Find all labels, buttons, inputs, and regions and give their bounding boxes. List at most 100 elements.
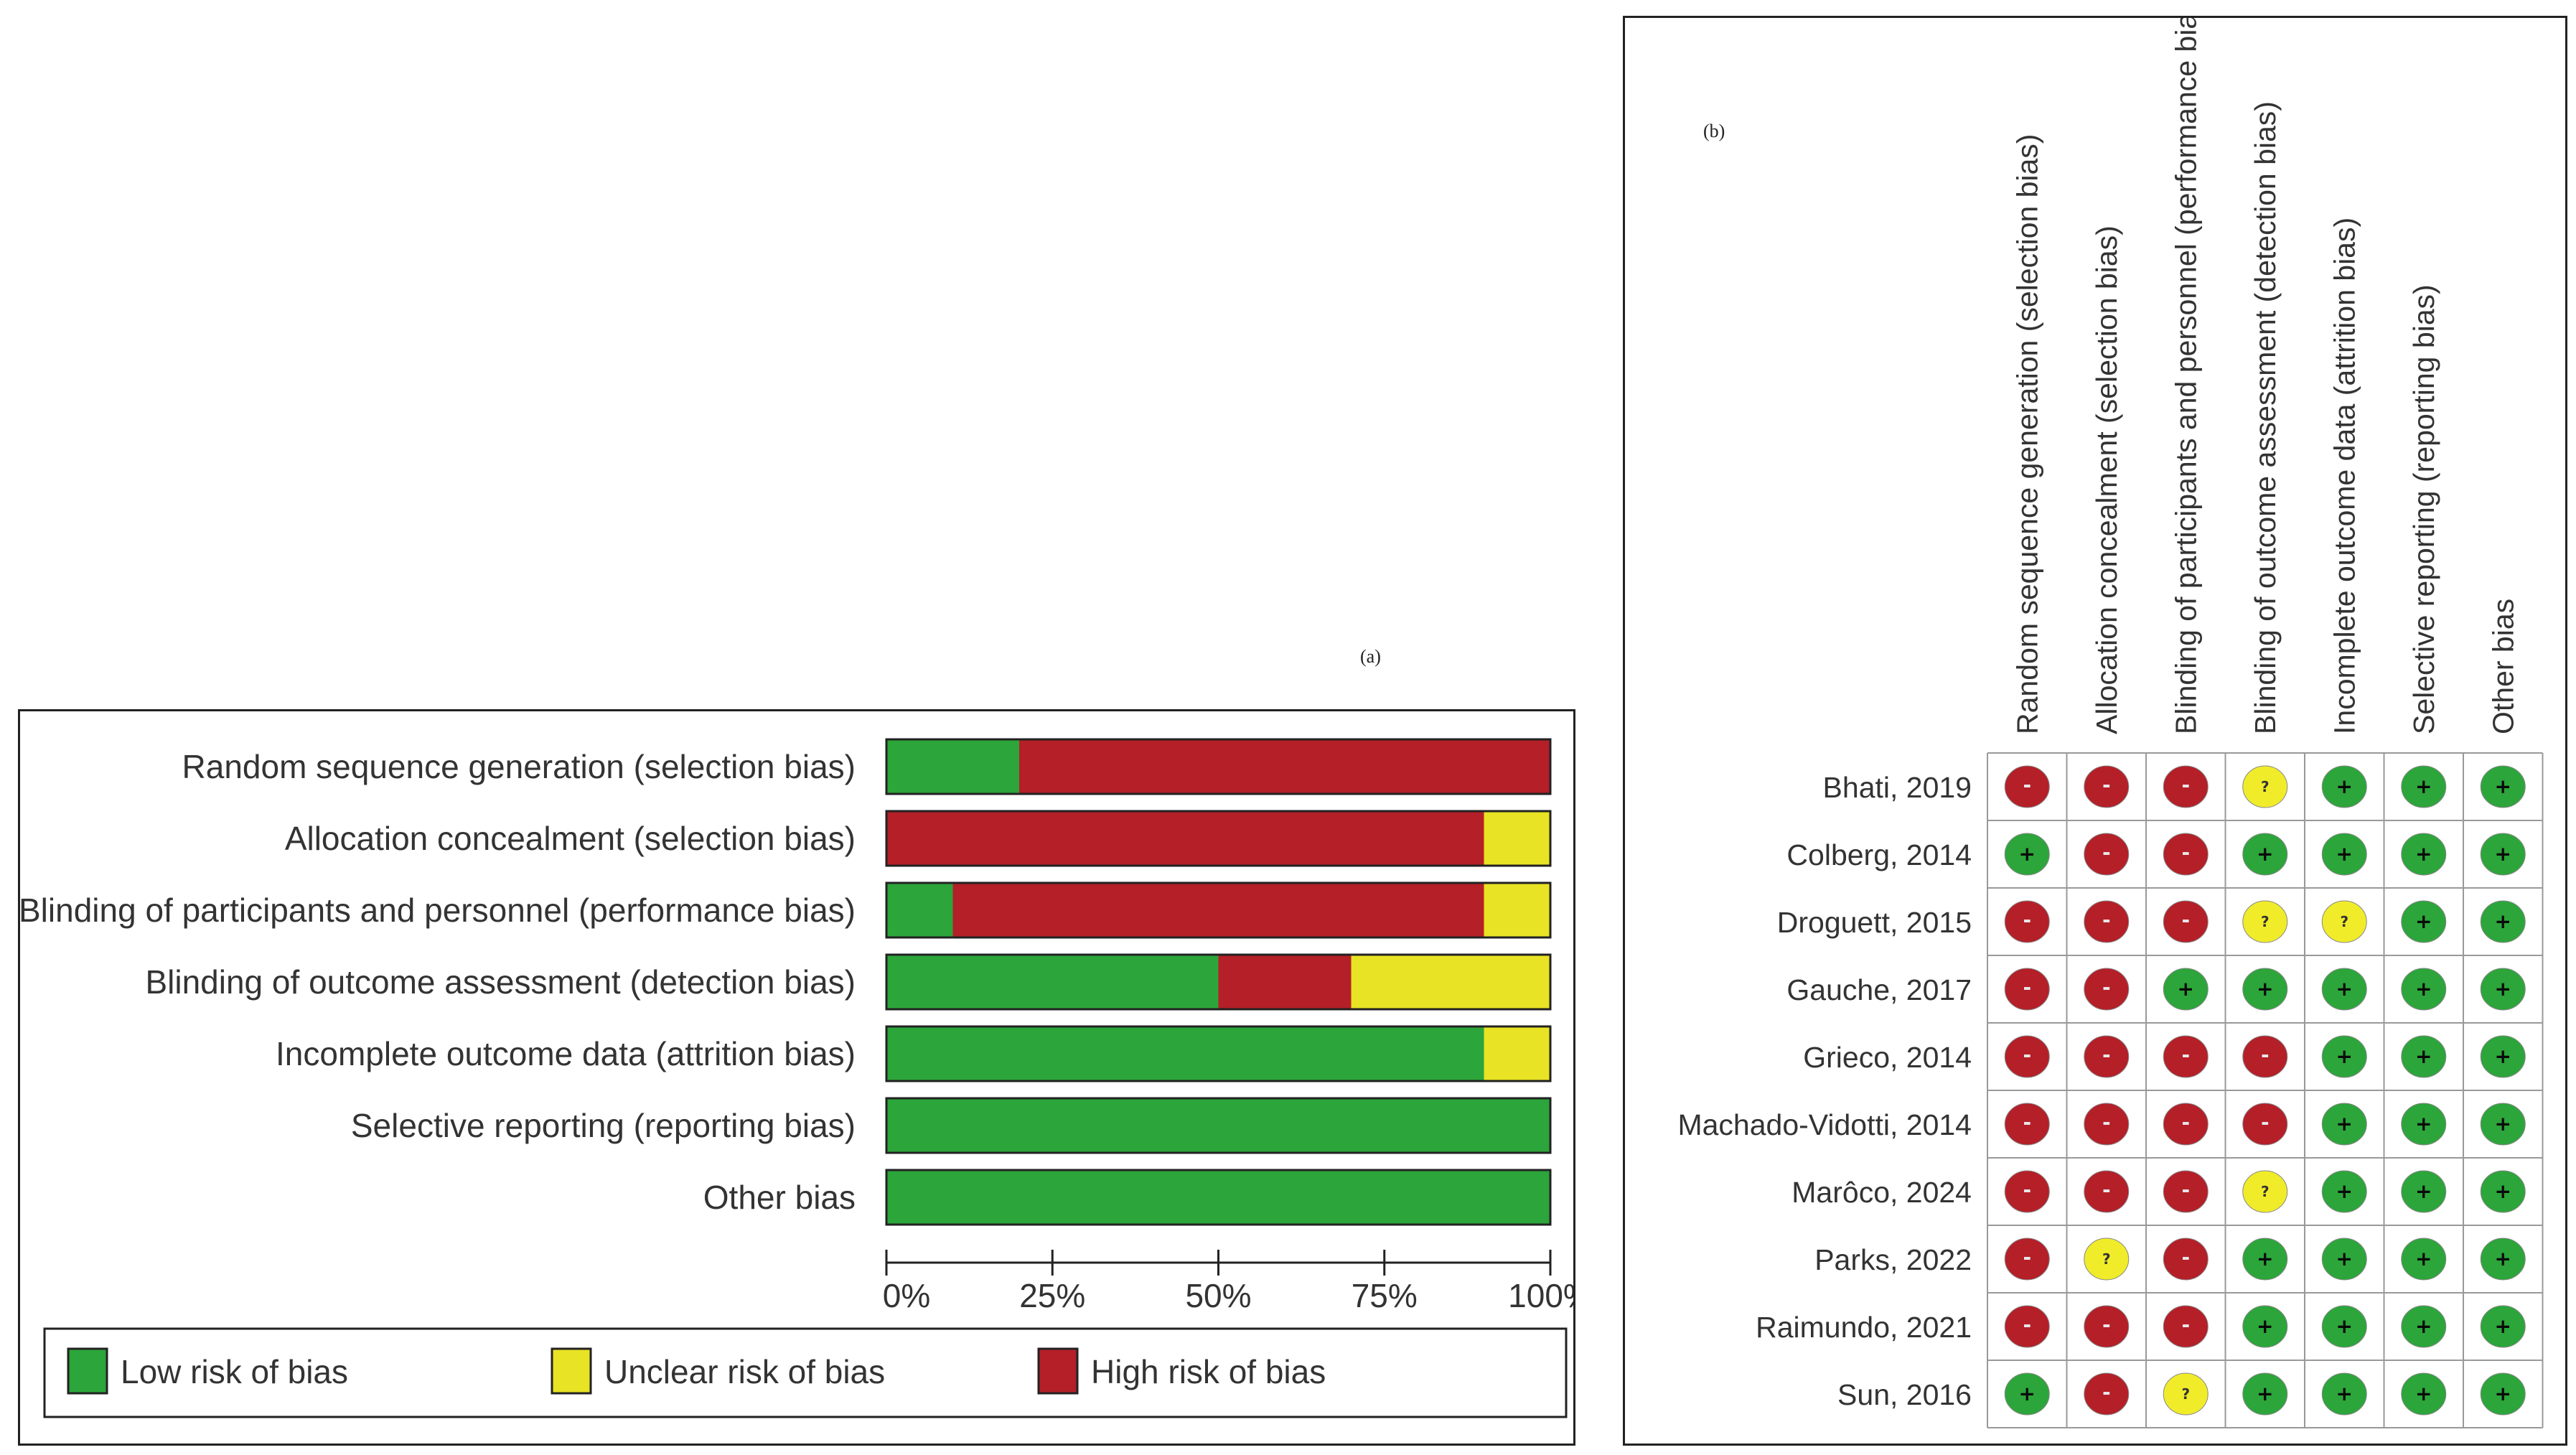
panel-a-label: (a) bbox=[1360, 646, 1381, 667]
rating-symbol: - bbox=[2023, 1043, 2031, 1067]
rating-dot bbox=[2242, 1170, 2288, 1213]
bar-segment bbox=[886, 883, 953, 937]
rating-symbol: - bbox=[2102, 908, 2111, 932]
rating-symbol: + bbox=[2336, 977, 2353, 1001]
bar-segment bbox=[1484, 883, 1550, 937]
category-label: Selective reporting (reporting bias) bbox=[351, 1107, 856, 1144]
rating-dot bbox=[2480, 1170, 2526, 1213]
rating-symbol: + bbox=[2336, 775, 2353, 798]
column-header: Incomplete outcome data (attrition bias) bbox=[2328, 217, 2361, 734]
rating-dot bbox=[2004, 1035, 2050, 1078]
rating-dot bbox=[2242, 1305, 2288, 1348]
rating-dot bbox=[2004, 968, 2050, 1011]
bar-segment bbox=[952, 883, 1484, 937]
study-label: Raimundo, 2021 bbox=[1756, 1311, 1972, 1344]
rating-dot bbox=[2401, 1103, 2447, 1146]
category-label: Blinding of outcome assessment (detectio… bbox=[145, 963, 856, 1001]
legend-label: High risk of bias bbox=[1091, 1353, 1326, 1390]
study-label: Colberg, 2014 bbox=[1786, 838, 1972, 871]
rating-dot bbox=[2321, 1103, 2367, 1146]
rating-dot bbox=[2321, 1035, 2367, 1078]
rating-symbol: - bbox=[2102, 976, 2111, 999]
rating-dot bbox=[2480, 1103, 2526, 1146]
bar-segment bbox=[886, 955, 1219, 1009]
x-tick-label: 100% bbox=[1508, 1277, 1573, 1314]
bar-segment bbox=[1218, 955, 1352, 1009]
rating-dot bbox=[2084, 1035, 2130, 1078]
rating-dot bbox=[2401, 1238, 2447, 1281]
bar-segment bbox=[1351, 955, 1550, 1009]
rating-symbol: ? bbox=[2261, 1183, 2270, 1200]
rating-dot bbox=[2480, 968, 2526, 1011]
rating-symbol: - bbox=[2181, 1313, 2190, 1337]
x-tick-label: 50% bbox=[1185, 1277, 1251, 1314]
study-label: Droguett, 2015 bbox=[1777, 906, 1972, 939]
rating-dot bbox=[2084, 1305, 2130, 1348]
rating-dot bbox=[2084, 765, 2130, 808]
rating-dot bbox=[2163, 765, 2209, 808]
rating-symbol: ? bbox=[2261, 778, 2270, 795]
rating-symbol: ? bbox=[2181, 1385, 2190, 1403]
rating-dot bbox=[2480, 765, 2526, 808]
category-label: Incomplete outcome data (attrition bias) bbox=[276, 1035, 856, 1072]
rating-symbol: - bbox=[2181, 1178, 2190, 1202]
rating-dot bbox=[2480, 1238, 2526, 1281]
rating-dot bbox=[2401, 900, 2447, 943]
legend-label: Unclear risk of bias bbox=[604, 1353, 885, 1390]
rating-dot bbox=[2004, 1238, 2050, 1281]
rating-dot bbox=[2480, 1035, 2526, 1078]
rating-dot bbox=[2163, 1035, 2209, 1078]
rating-symbol: + bbox=[2415, 1247, 2432, 1271]
rating-dot bbox=[2242, 765, 2288, 808]
rating-dot bbox=[2084, 1238, 2130, 1281]
panel-b-label: (b) bbox=[1703, 121, 1725, 141]
column-header: Blinding of outcome assessment (detectio… bbox=[2249, 101, 2282, 734]
rating-symbol: + bbox=[2415, 775, 2432, 798]
rating-symbol: + bbox=[2336, 1179, 2353, 1203]
rating-symbol: + bbox=[2019, 1382, 2036, 1405]
bar-outline bbox=[885, 738, 1552, 795]
rating-dot bbox=[2084, 1170, 2130, 1213]
rating-symbol: - bbox=[2102, 841, 2111, 864]
rating-symbol: + bbox=[2257, 1247, 2273, 1271]
rating-dot bbox=[2321, 1170, 2367, 1213]
rating-symbol: + bbox=[2178, 977, 2194, 1001]
rating-dot bbox=[2163, 1305, 2209, 1348]
rating-dot bbox=[2401, 765, 2447, 808]
rating-dot bbox=[2163, 1103, 2209, 1146]
rating-symbol: - bbox=[2023, 1245, 2031, 1269]
rating-symbol: - bbox=[2181, 1043, 2190, 1067]
column-header: Other bias bbox=[2486, 599, 2519, 734]
rating-dot bbox=[2242, 968, 2288, 1011]
rating-symbol: + bbox=[2415, 1314, 2432, 1338]
bar-outline bbox=[885, 810, 1552, 867]
category-label: Blinding of participants and personnel (… bbox=[20, 892, 856, 929]
rating-symbol: + bbox=[2257, 1314, 2273, 1338]
rating-symbol: - bbox=[2023, 908, 2031, 932]
rating-dot bbox=[2242, 1372, 2288, 1416]
rating-dot bbox=[2401, 968, 2447, 1011]
rating-dot bbox=[2163, 1372, 2209, 1416]
rating-dot bbox=[2480, 1305, 2526, 1348]
rating-dot bbox=[2163, 900, 2209, 943]
bar-outline bbox=[885, 953, 1552, 1011]
rating-dot bbox=[2163, 1170, 2209, 1213]
rating-dot bbox=[2401, 833, 2447, 876]
study-label: Grieco, 2014 bbox=[1803, 1041, 1972, 1074]
rating-symbol: + bbox=[2495, 1314, 2511, 1338]
rating-symbol: - bbox=[2181, 841, 2190, 864]
bar-segment bbox=[886, 739, 1019, 794]
rating-symbol: - bbox=[2261, 1110, 2270, 1134]
rating-symbol: + bbox=[2415, 1179, 2432, 1203]
column-header: Selective reporting (reporting bias) bbox=[2407, 284, 2440, 734]
rating-symbol: + bbox=[2415, 1112, 2432, 1136]
rating-dot bbox=[2004, 1170, 2050, 1213]
bar-segment bbox=[886, 1098, 1550, 1153]
rating-symbol: - bbox=[2181, 1245, 2190, 1269]
rating-dot bbox=[2401, 1372, 2447, 1416]
rating-symbol: + bbox=[2495, 977, 2511, 1001]
rating-dot bbox=[2004, 1305, 2050, 1348]
rating-symbol: + bbox=[2336, 842, 2353, 866]
rating-symbol: + bbox=[2495, 1179, 2511, 1203]
rating-dot bbox=[2321, 968, 2367, 1011]
